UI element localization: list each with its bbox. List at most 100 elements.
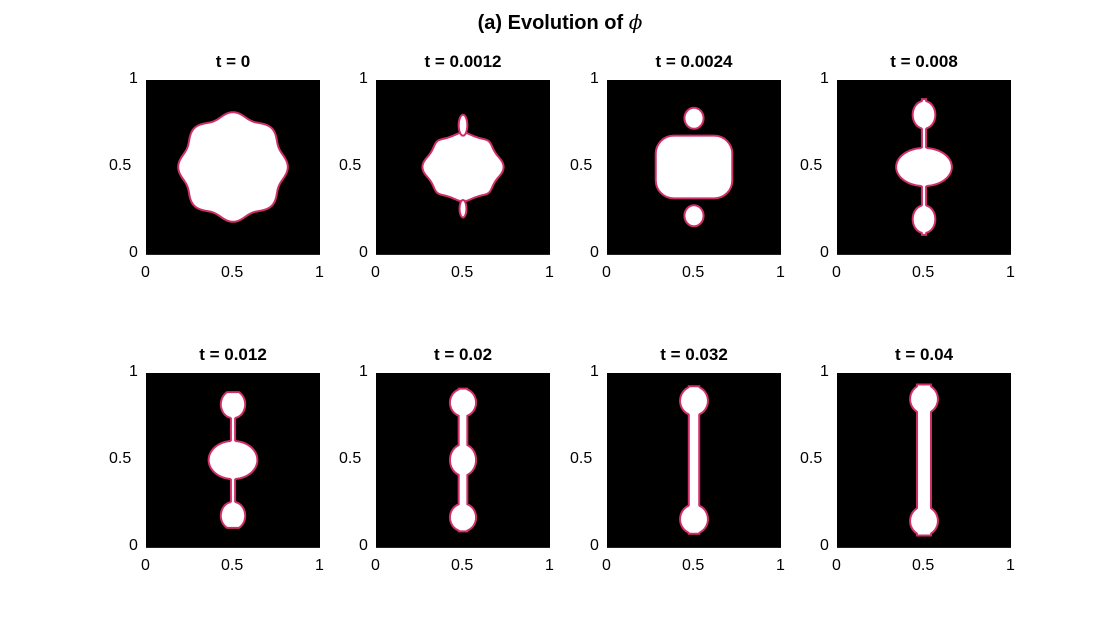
x-tick-label: 0 bbox=[141, 264, 150, 281]
y-tick-label: 0.5 bbox=[800, 157, 823, 174]
y-tick-label: 0 bbox=[359, 537, 368, 554]
y-tick-label: 0.5 bbox=[339, 157, 362, 174]
phase-field-svg bbox=[448, 387, 478, 533]
x-axis-line bbox=[376, 547, 550, 548]
subplot-panel: t = 0.032 0 0.5 1 bbox=[602, 345, 787, 595]
x-tick-label: 0 bbox=[371, 557, 380, 574]
phase-field-plot bbox=[146, 373, 320, 547]
x-tick-label: 0 bbox=[602, 557, 611, 574]
x-axis-line bbox=[376, 254, 550, 255]
three-lobe-shape bbox=[207, 391, 259, 529]
top-neck bbox=[457, 113, 469, 137]
x-tick-label: 1 bbox=[315, 557, 324, 574]
y-tick-label: 0 bbox=[820, 537, 829, 554]
central-block bbox=[654, 134, 734, 200]
y-tick-label: 1 bbox=[359, 363, 368, 380]
x-tick-label: 1 bbox=[776, 264, 785, 281]
y-tick-label: 0.5 bbox=[339, 450, 362, 467]
top-droplet bbox=[683, 106, 705, 130]
y-tick-label: 1 bbox=[820, 363, 829, 380]
x-tick-label: 1 bbox=[545, 264, 554, 281]
x-tick-label: 0.5 bbox=[221, 557, 244, 574]
subplot-panel: t = 0.0024 0 0.5 1 bbox=[602, 52, 787, 302]
x-tick-label: 1 bbox=[1006, 264, 1015, 281]
phi-symbol: ϕ bbox=[628, 10, 643, 34]
subplot-panel: t = 0.008 0 0.5 1 bbox=[832, 52, 1017, 302]
beaded-column-shape bbox=[448, 387, 478, 533]
subplot-title: t = 0.032 bbox=[660, 345, 728, 364]
phase-field-svg bbox=[177, 111, 289, 223]
y-tick-label: 1 bbox=[359, 70, 368, 87]
y-tick-label: 0.5 bbox=[570, 157, 593, 174]
subplot-title: t = 0.012 bbox=[199, 345, 267, 364]
phase-field-plot bbox=[376, 373, 550, 547]
droplet-shape bbox=[177, 111, 289, 223]
y-tick-label: 1 bbox=[129, 363, 138, 380]
figure-title: (a) Evolution of ϕ bbox=[0, 10, 1120, 35]
y-tick-label: 1 bbox=[590, 70, 599, 87]
x-tick-label: 0 bbox=[371, 264, 380, 281]
x-tick-label: 0.5 bbox=[682, 264, 705, 281]
y-tick-label: 0.5 bbox=[109, 450, 132, 467]
x-axis-line bbox=[607, 547, 781, 548]
y-tick-label: 0 bbox=[129, 537, 138, 554]
phase-field-plot bbox=[607, 80, 781, 254]
y-tick-label: 0 bbox=[359, 244, 368, 261]
x-tick-label: 0.5 bbox=[912, 264, 935, 281]
x-tick-label: 0 bbox=[602, 264, 611, 281]
subplot-title: t = 0.0024 bbox=[655, 52, 733, 71]
y-tick-label: 0.5 bbox=[570, 450, 593, 467]
three-lobe-shape bbox=[895, 98, 953, 236]
subplot-title: t = 0.008 bbox=[890, 52, 958, 71]
x-axis-line bbox=[146, 547, 320, 548]
x-tick-label: 0.5 bbox=[912, 557, 935, 574]
x-axis-line bbox=[837, 254, 1011, 255]
x-tick-label: 0 bbox=[141, 557, 150, 574]
phase-field-plot bbox=[837, 373, 1011, 547]
x-axis-line bbox=[837, 547, 1011, 548]
x-axis-line bbox=[607, 254, 781, 255]
phase-field-svg bbox=[679, 385, 709, 535]
x-tick-label: 0 bbox=[832, 264, 841, 281]
subplot-panel: t = 0 0 0.5 1 bbox=[141, 52, 326, 302]
phase-field-svg bbox=[421, 113, 505, 219]
phase-field-plot bbox=[607, 373, 781, 547]
subplot-title: t = 0.02 bbox=[433, 345, 493, 364]
y-tick-label: 0.5 bbox=[109, 157, 132, 174]
bottom-neck bbox=[458, 199, 468, 219]
y-tick-label: 0 bbox=[590, 537, 599, 554]
x-axis-line bbox=[146, 254, 320, 255]
phase-field-plot bbox=[837, 80, 1011, 254]
phase-field-plot bbox=[146, 80, 320, 254]
x-tick-label: 0 bbox=[832, 557, 841, 574]
phase-field-svg bbox=[895, 98, 953, 236]
x-tick-label: 1 bbox=[315, 264, 324, 281]
subplot-panel: t = 0.02 0 0.5 1 bbox=[371, 345, 556, 595]
x-tick-label: 1 bbox=[545, 557, 554, 574]
subplot-panel: t = 0.0012 0 0.5 1 bbox=[371, 52, 556, 302]
phase-field-svg bbox=[654, 106, 734, 228]
subplot-panel: t = 0.04 0 0.5 1 bbox=[832, 345, 1017, 595]
y-tick-label: 0 bbox=[590, 244, 599, 261]
y-tick-label: 0 bbox=[820, 244, 829, 261]
phase-field-svg bbox=[207, 391, 259, 529]
x-tick-label: 0.5 bbox=[451, 264, 474, 281]
y-tick-label: 1 bbox=[820, 70, 829, 87]
x-tick-label: 1 bbox=[1006, 557, 1015, 574]
droplet-shape bbox=[421, 131, 505, 203]
phase-field-plot bbox=[376, 80, 550, 254]
subplot-title: t = 0.04 bbox=[894, 345, 954, 364]
figure-title-text: (a) Evolution of bbox=[477, 12, 624, 34]
x-tick-label: 1 bbox=[776, 557, 785, 574]
bottom-droplet bbox=[683, 204, 705, 228]
subplot-title: t = 0.0012 bbox=[424, 52, 502, 71]
x-tick-label: 0.5 bbox=[221, 264, 244, 281]
y-tick-label: 0.5 bbox=[800, 450, 823, 467]
phase-field-svg bbox=[909, 383, 939, 537]
x-tick-label: 0.5 bbox=[451, 557, 474, 574]
y-tick-label: 1 bbox=[590, 363, 599, 380]
subplot-panel: t = 0.012 0 0.5 1 bbox=[141, 345, 326, 595]
y-tick-label: 1 bbox=[129, 70, 138, 87]
y-tick-label: 0 bbox=[129, 244, 138, 261]
